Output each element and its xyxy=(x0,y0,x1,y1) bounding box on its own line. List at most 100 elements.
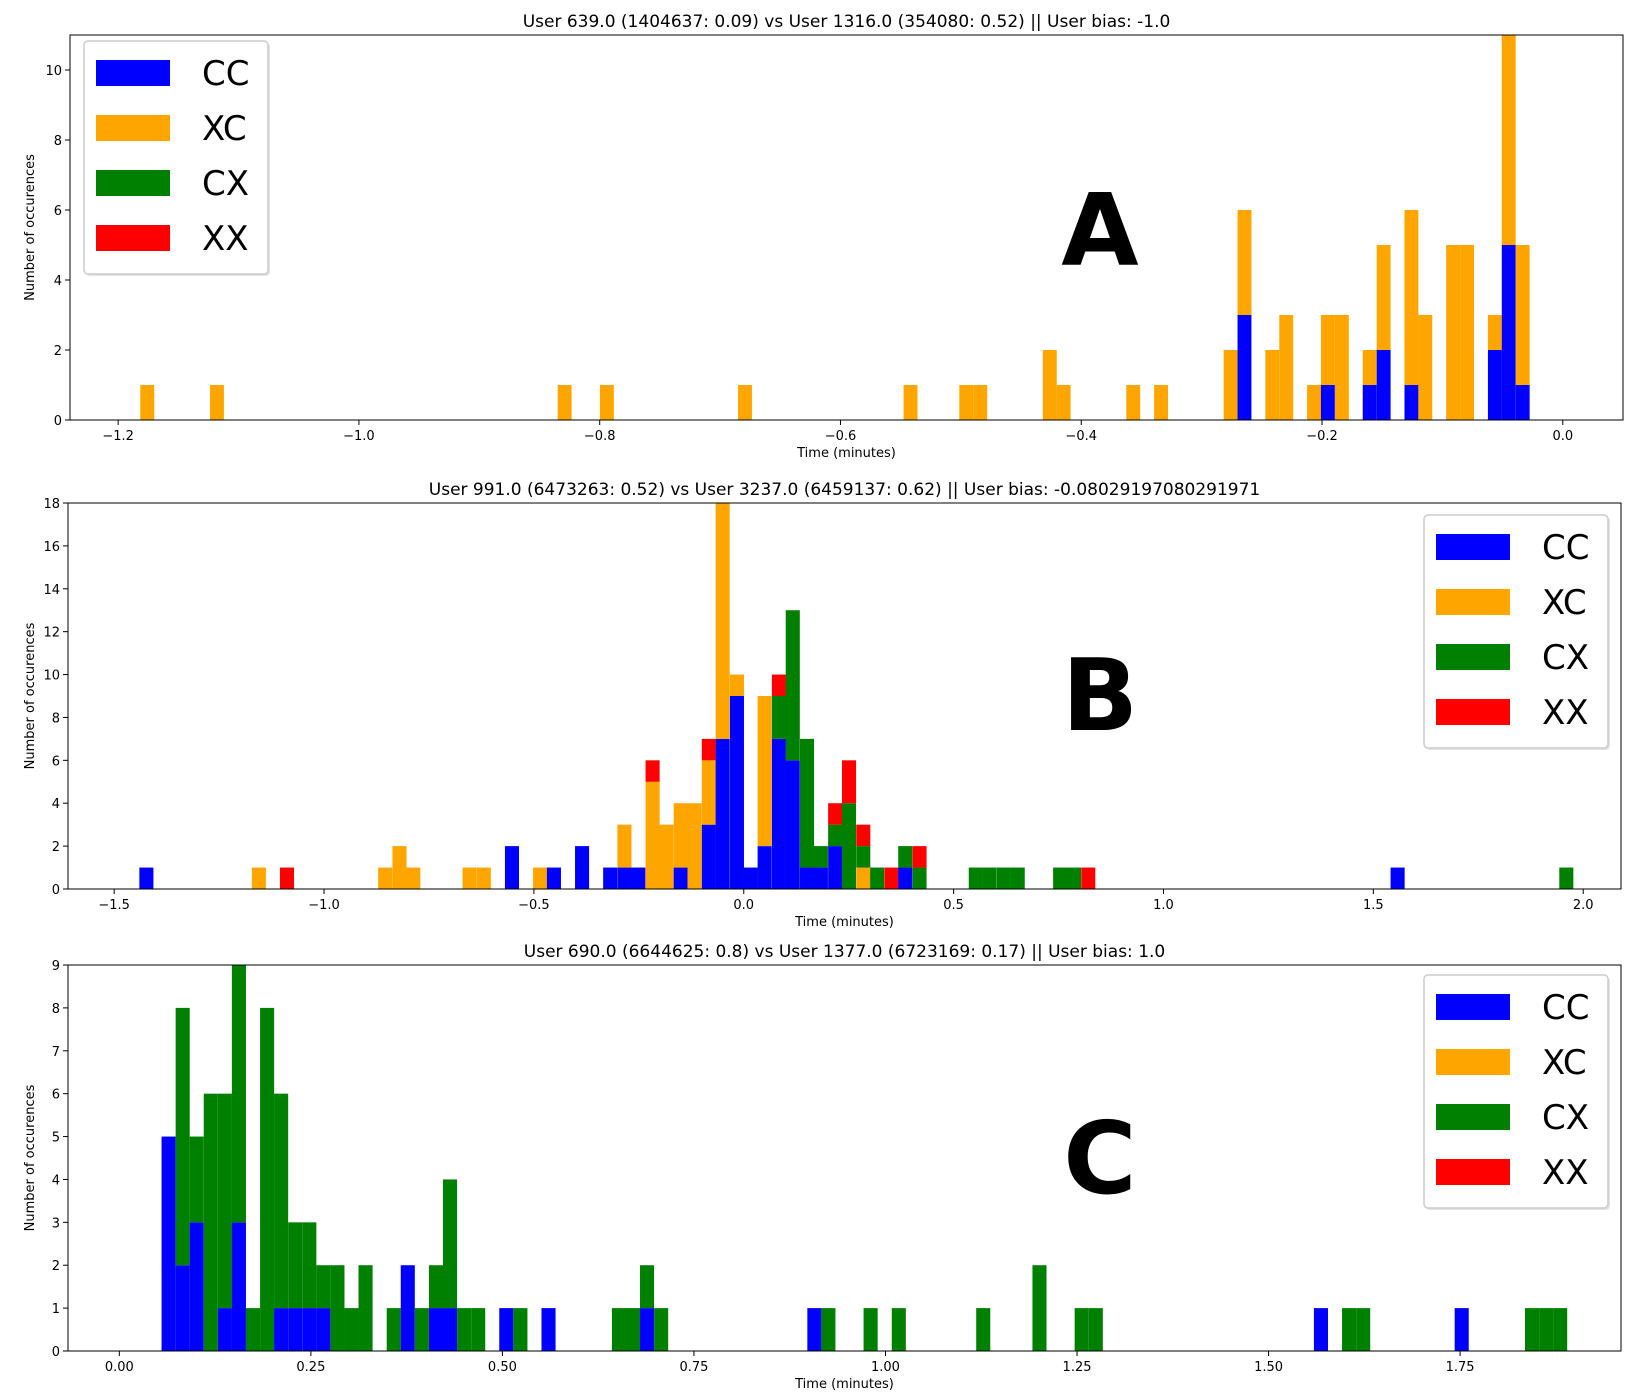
bar-segment-cx xyxy=(513,1308,528,1351)
bar-segment-cx xyxy=(1539,1308,1554,1351)
legend-swatch-xx xyxy=(1436,699,1510,725)
y-tick-label: 10 xyxy=(45,64,62,79)
bar-segment-cc xyxy=(729,696,744,889)
bar-segment-cx xyxy=(386,1308,401,1351)
bar-segment-xc xyxy=(903,385,918,420)
legend-label-xc: XC xyxy=(202,109,247,149)
x-tick-label: −0.4 xyxy=(1065,429,1097,444)
y-tick-label: 16 xyxy=(43,540,60,555)
bar-segment-cc xyxy=(1362,385,1377,420)
bar-segment-cc xyxy=(1390,867,1405,889)
x-tick-label: −0.2 xyxy=(1306,429,1338,444)
bar-segment-cc xyxy=(800,867,815,889)
legend-swatch-cx xyxy=(1436,1104,1510,1130)
legend-swatch-xx xyxy=(1436,1159,1510,1185)
bar-segment-xc xyxy=(210,385,224,420)
bar-segment-xc xyxy=(533,867,548,889)
bar-segment-xc xyxy=(1265,350,1280,420)
bar-segment-xc xyxy=(687,803,702,889)
bar-segment-cc xyxy=(771,738,786,889)
bar-segment-cx xyxy=(912,867,927,889)
bar-segment-xc xyxy=(673,803,688,868)
bar-segment-cx xyxy=(863,1308,878,1351)
bar-segment-xc xyxy=(1376,245,1391,350)
bar-segment-xc xyxy=(378,867,393,889)
bar-segment-cx xyxy=(996,867,1011,889)
x-axis-label: Time (minutes) xyxy=(796,446,896,461)
bar-segment-cx xyxy=(245,1308,261,1351)
legend-box xyxy=(83,40,269,275)
x-tick-label: 1.25 xyxy=(1063,1360,1092,1375)
bar-segment-xc xyxy=(599,385,614,420)
y-tick-label: 4 xyxy=(52,1173,60,1188)
chart-panel-b: User 991.0 (6473263: 0.52) vs User 3237.… xyxy=(23,480,1622,930)
legend-label-cx: CX xyxy=(202,164,249,204)
bar-segment-cc xyxy=(139,867,154,889)
legend: CC XC CX XX xyxy=(1423,514,1610,750)
bar-segment-xc xyxy=(1487,315,1502,350)
bar-segment-xc xyxy=(1307,385,1322,420)
bar-segment-cc xyxy=(217,1308,232,1351)
legend-swatch-cc xyxy=(96,60,170,86)
bar-segment-xc xyxy=(476,867,491,889)
bar-segment-cx xyxy=(414,1308,429,1351)
bar-segment-cx xyxy=(428,1265,444,1309)
bar-segment-cc xyxy=(898,867,913,889)
bar-segment-cc xyxy=(161,1136,176,1351)
bar-segment-cc xyxy=(1313,1308,1328,1351)
axes-frame xyxy=(69,34,1624,421)
legend-label-cc: CC xyxy=(202,54,249,94)
legend-swatch-xx xyxy=(96,225,170,251)
bar-segment-xc xyxy=(738,385,752,420)
chart-panel-c: User 690.0 (6644625: 0.8) vs User 1377.0… xyxy=(23,942,1622,1392)
bars xyxy=(161,965,1568,1351)
bar-segment-cc xyxy=(504,846,519,889)
bar-segment-xc xyxy=(1223,350,1238,420)
bar-segment-cx xyxy=(1032,1265,1047,1351)
bar-segment-xc xyxy=(1418,315,1433,420)
legend-label-cc: CC xyxy=(1542,988,1589,1028)
bar-segment-xc xyxy=(1446,245,1461,420)
bar-segment-xx xyxy=(884,867,899,889)
bar-segment-cx xyxy=(1010,867,1025,889)
bar-segment-cx xyxy=(654,1308,669,1351)
bar-segment-xc xyxy=(973,385,988,420)
bar-segment-cx xyxy=(1066,867,1082,889)
y-tick-label: 3 xyxy=(52,1216,60,1231)
legend-label-xx: XX xyxy=(1542,1153,1589,1193)
axes-frame xyxy=(67,964,1622,1352)
x-axis-label: Time (minutes) xyxy=(794,1377,894,1392)
bar-segment-cc xyxy=(1501,245,1516,420)
legend-label-xc: XC xyxy=(1542,1043,1587,1083)
x-tick-label: −0.8 xyxy=(584,429,616,444)
bar-segment-cx xyxy=(274,1093,289,1309)
bar-segment-cx xyxy=(231,965,246,1223)
bar-segment-cx xyxy=(813,846,828,868)
y-tick-label: 5 xyxy=(52,1131,60,1146)
y-axis-label: Number of occurences xyxy=(23,622,38,769)
bar-segment-cx xyxy=(175,1007,190,1266)
axes-frame xyxy=(67,502,1622,890)
x-tick-label: 1.00 xyxy=(871,1360,900,1375)
y-tick-label: 7 xyxy=(52,1045,60,1060)
bar-segment-cx xyxy=(976,1308,991,1351)
bar-segment-cc xyxy=(175,1265,190,1351)
bar-segment-xc xyxy=(645,781,660,889)
bar-segment-xc xyxy=(617,824,632,868)
bar-segment-xx xyxy=(701,738,716,761)
bar-segment-cc xyxy=(541,1308,556,1351)
bar-segment-cx xyxy=(316,1265,331,1309)
bar-segment-cx xyxy=(1559,867,1574,889)
bar-segment-xx xyxy=(828,803,843,825)
bar-segment-xc xyxy=(140,385,155,420)
bar-segment-xc xyxy=(1501,35,1516,245)
panel-label: B xyxy=(1062,637,1138,754)
bar-segment-xc xyxy=(462,867,477,889)
bar-segment-cc xyxy=(1515,385,1530,420)
bar-segment-cc xyxy=(1487,350,1502,420)
bar-segment-xc xyxy=(406,867,421,889)
bar-segment-cc xyxy=(807,1308,822,1351)
legend-label-xx: XX xyxy=(202,219,249,259)
bar-segment-xx xyxy=(841,760,857,804)
